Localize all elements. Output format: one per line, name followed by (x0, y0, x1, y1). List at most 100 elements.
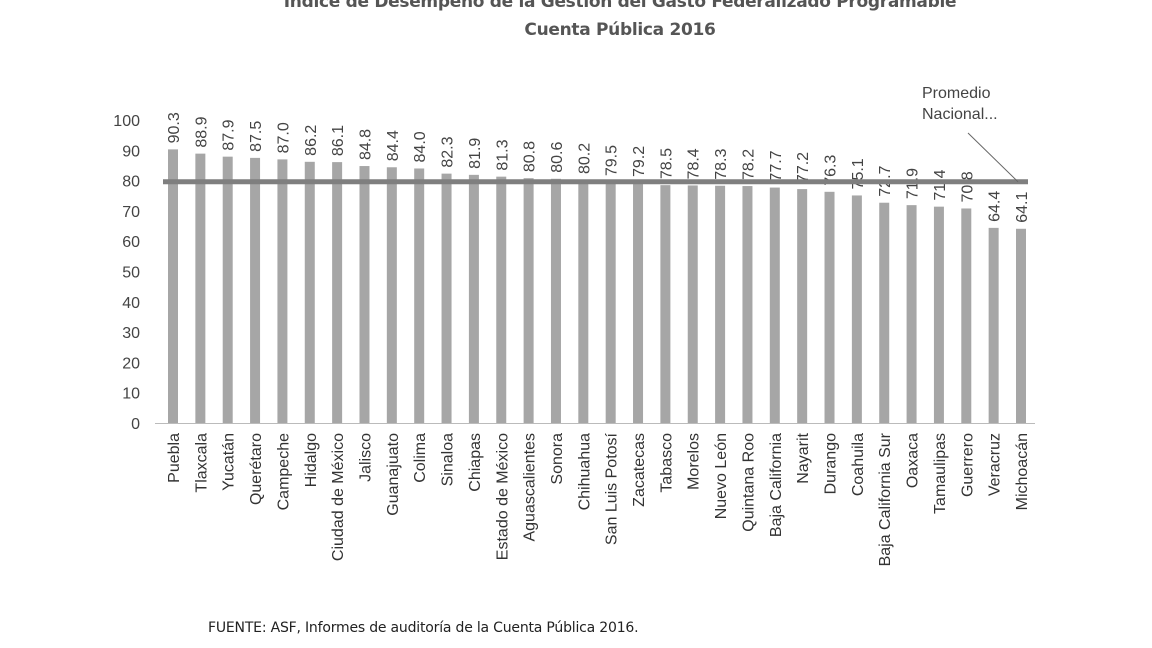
y-tick-label: 50 (122, 265, 140, 282)
category-label: Baja California Sur (877, 432, 894, 566)
category-label: Nuevo León (713, 433, 730, 519)
bar (578, 179, 589, 423)
category-label: Jalisco (357, 433, 374, 482)
bar (687, 185, 698, 423)
category-label: Campeche (275, 433, 292, 510)
data-label: 64.4 (987, 191, 1004, 222)
data-label: 90.3 (166, 112, 183, 143)
data-label: 86.2 (303, 125, 320, 156)
data-label: 75.1 (850, 158, 867, 189)
data-label: 70.8 (959, 171, 976, 202)
bar (933, 206, 944, 423)
category-label: Sonora (549, 433, 566, 485)
category-label: Nayarit (795, 432, 812, 483)
data-label: 87.9 (221, 119, 238, 150)
data-label: 84.8 (357, 129, 374, 160)
y-tick-label: 30 (122, 325, 140, 342)
category-label: Querétaro (248, 433, 265, 505)
y-tick-label: 70 (122, 204, 140, 221)
data-label: 87.5 (248, 121, 265, 152)
category-label: Chiapas (467, 433, 484, 492)
y-tick-label: 0 (131, 416, 140, 433)
source-note: FUENTE: ASF, Informes de auditoría de la… (208, 620, 639, 636)
bar (797, 189, 808, 423)
bar (222, 156, 233, 423)
category-label: Michoacán (1014, 433, 1031, 510)
bar (168, 149, 178, 424)
bar (715, 185, 726, 423)
category-label: Quintana Roo (740, 433, 757, 532)
chart-subtitle: Cuenta Pública 2016 (524, 20, 716, 40)
category-label: Tabasco (658, 433, 675, 493)
category-label: Sinaloa (440, 433, 457, 486)
data-label: 79.2 (631, 146, 648, 177)
category-label: Chihuahua (576, 433, 593, 511)
bar (1016, 228, 1026, 423)
bar (988, 227, 999, 423)
data-label: 71.4 (932, 169, 949, 200)
category-label: Zacatecas (631, 433, 648, 507)
data-label: 78.5 (658, 148, 675, 179)
data-label: 77.2 (795, 152, 812, 183)
category-label: Coahuila (850, 433, 867, 496)
category-label: Guerrero (959, 433, 976, 497)
data-label: 80.6 (549, 142, 566, 173)
data-label: 88.9 (193, 116, 210, 147)
category-label: Tlaxcala (193, 433, 210, 493)
bar (769, 187, 780, 423)
data-label: 81.3 (494, 139, 511, 170)
category-label: Yucatán (221, 433, 238, 491)
bar (468, 174, 479, 423)
reference-line-leader (967, 132, 1019, 183)
category-label: Durango (823, 433, 840, 494)
y-tick-label: 40 (122, 295, 140, 312)
y-tick-label: 60 (122, 234, 140, 251)
bar (824, 191, 835, 423)
reference-line-label: Promedio Nacional... (922, 85, 998, 123)
bar (332, 162, 343, 423)
y-tick-label: 20 (122, 355, 140, 372)
y-tick-label: 80 (122, 174, 140, 191)
y-tick-label: 90 (122, 143, 140, 160)
data-label: 78.2 (740, 149, 757, 180)
category-label: Colima (412, 433, 429, 483)
category-label: San Luis Potosí (604, 432, 621, 545)
bar (386, 167, 397, 423)
bar (414, 168, 425, 423)
data-label: 78.3 (713, 149, 730, 180)
category-label: Tamaulipas (932, 433, 949, 514)
chart-title: Índice de Desempeño de la Gestión del Ga… (283, 0, 957, 12)
category-label: Oaxaca (905, 433, 922, 488)
y-tick-label: 100 (113, 113, 140, 130)
bar (851, 195, 862, 423)
bar (359, 166, 370, 423)
bar (441, 173, 452, 423)
y-tick-label: 10 (122, 386, 140, 403)
bar (277, 159, 288, 423)
bar (879, 202, 890, 423)
category-label: Puebla (166, 433, 183, 483)
bar (523, 178, 534, 423)
bar (250, 157, 261, 423)
category-label: Morelos (686, 433, 703, 490)
bar (660, 185, 671, 423)
data-label: 86.1 (330, 125, 347, 156)
category-label: Guanajuato (385, 433, 402, 516)
bar (961, 208, 972, 423)
bar (550, 178, 561, 423)
data-label: 84.4 (385, 130, 402, 161)
data-label: 64.1 (1014, 192, 1031, 223)
bar (906, 205, 917, 423)
bar (633, 183, 644, 423)
data-label: 84.0 (412, 131, 429, 162)
bar (742, 186, 753, 423)
category-label: Baja California (768, 433, 785, 537)
data-label: 77.7 (768, 150, 785, 181)
bar (605, 182, 616, 423)
data-label: 82.3 (440, 136, 457, 167)
data-label: 80.8 (522, 141, 539, 172)
data-label: 81.9 (467, 138, 484, 169)
category-label: Hidalgo (303, 433, 320, 487)
category-label: Veracruz (987, 433, 1004, 496)
category-label: Estado de México (494, 433, 511, 560)
